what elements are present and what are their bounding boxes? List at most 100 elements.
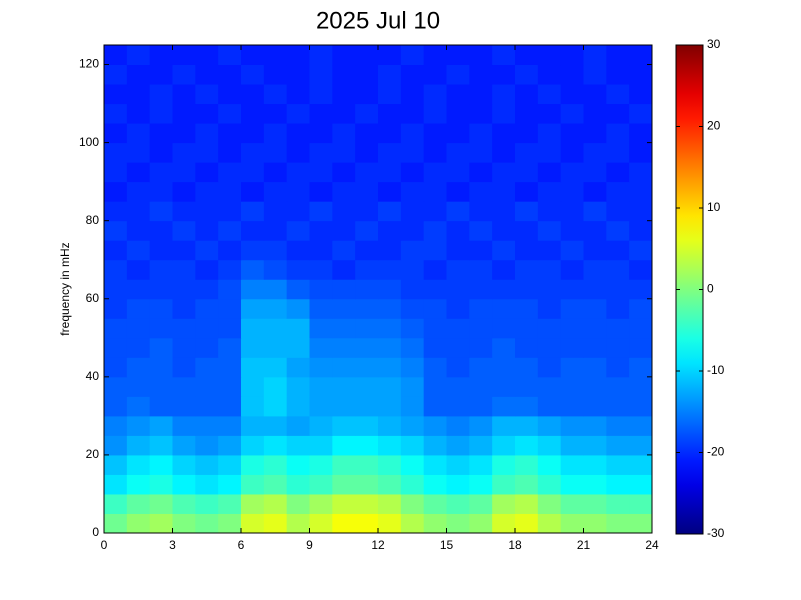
heatmap-cell [378, 103, 402, 124]
heatmap-cell [560, 435, 584, 456]
heatmap-cell [218, 513, 242, 534]
heatmap-cell [537, 64, 562, 85]
heatmap-cell [515, 64, 539, 85]
heatmap-cell [378, 298, 402, 319]
heatmap-cell [492, 493, 516, 514]
heatmap-cell [149, 435, 173, 456]
heatmap-cell [492, 162, 516, 183]
heatmap-cell [583, 493, 607, 514]
heatmap-cell [515, 415, 539, 436]
heatmap-cell [172, 162, 196, 183]
heatmap-cell [400, 220, 425, 241]
heatmap-cell [560, 454, 584, 475]
heatmap-cell [263, 259, 288, 280]
heatmap-cell [515, 181, 539, 202]
heatmap-cell [172, 454, 196, 475]
heatmap-cell [309, 298, 333, 319]
heatmap-cell [629, 376, 653, 397]
heatmap-cell [355, 64, 379, 85]
heatmap-cell [537, 318, 562, 339]
heatmap-cell [149, 357, 173, 378]
heatmap-cell [195, 181, 219, 202]
heatmap-cell [492, 103, 516, 124]
heatmap-cell [629, 337, 653, 358]
heatmap-cell [104, 220, 128, 241]
heatmap-cell [149, 45, 173, 66]
heatmap-cell [218, 376, 242, 397]
heatmap-cell [195, 220, 219, 241]
heatmap-cell [309, 474, 333, 495]
heatmap-cell [583, 142, 607, 163]
heatmap-cell [560, 45, 584, 66]
heatmap-cell [515, 279, 539, 300]
heatmap-cell [332, 220, 356, 241]
heatmap-cell [423, 513, 447, 534]
heatmap-cell [583, 64, 607, 85]
heatmap-cell [378, 240, 402, 261]
heatmap-cell [126, 123, 151, 144]
heatmap-cell [241, 162, 265, 183]
heatmap-cell [332, 376, 356, 397]
heatmap-cell [378, 84, 402, 105]
heatmap-cell [286, 493, 310, 514]
heatmap-cell [446, 84, 470, 105]
heatmap-cell [263, 84, 288, 105]
heatmap-cell [332, 181, 356, 202]
heatmap-cell [629, 357, 653, 378]
heatmap-cell [263, 240, 288, 261]
heatmap-cell [241, 142, 265, 163]
heatmap-cell [126, 142, 151, 163]
heatmap-cell [104, 162, 128, 183]
heatmap-cell [332, 240, 356, 261]
heatmap-cell [400, 337, 425, 358]
heatmap-cell [469, 240, 493, 261]
heatmap-cell [241, 474, 265, 495]
heatmap-cell [537, 396, 562, 417]
heatmap-cell [355, 142, 379, 163]
heatmap-cell [400, 123, 425, 144]
heatmap-cell [263, 415, 288, 436]
chart-title: 2025 Jul 10 [316, 7, 440, 34]
heatmap-cell [583, 279, 607, 300]
heatmap-cell [400, 142, 425, 163]
heatmap-cell [378, 454, 402, 475]
colorbar-tick-label: 30 [707, 37, 721, 51]
heatmap-cell [195, 123, 219, 144]
heatmap-cell [195, 415, 219, 436]
heatmap-cell [286, 298, 310, 319]
heatmap-cell [241, 298, 265, 319]
heatmap-cell [629, 493, 653, 514]
heatmap-cell [195, 435, 219, 456]
heatmap-cell [469, 318, 493, 339]
heatmap-cell [492, 376, 516, 397]
heatmap-cell [355, 45, 379, 66]
heatmap-cell [423, 396, 447, 417]
heatmap-cell [378, 181, 402, 202]
heatmap-cell [515, 357, 539, 378]
heatmap-cell [629, 396, 653, 417]
heatmap-cell [149, 123, 173, 144]
heatmap-cell [218, 474, 242, 495]
heatmap-cell [149, 318, 173, 339]
heatmap-cell [241, 376, 265, 397]
heatmap-cell [515, 162, 539, 183]
heatmap-cell [537, 142, 562, 163]
heatmap-cell [332, 64, 356, 85]
heatmap-cell [309, 415, 333, 436]
heatmap-cell [309, 435, 333, 456]
heatmap-cell [149, 279, 173, 300]
heatmap-cell [241, 201, 265, 222]
heatmap-cell [492, 201, 516, 222]
heatmap-cell [378, 142, 402, 163]
heatmap-cell [241, 318, 265, 339]
heatmap-cell [606, 415, 630, 436]
heatmap-cell [469, 493, 493, 514]
heatmap-cell [515, 298, 539, 319]
heatmap-cell [446, 181, 470, 202]
heatmap-cell [263, 454, 288, 475]
heatmap-cell [149, 84, 173, 105]
heatmap-cell [286, 240, 310, 261]
heatmap-cell [537, 201, 562, 222]
heatmap-cell [195, 474, 219, 495]
